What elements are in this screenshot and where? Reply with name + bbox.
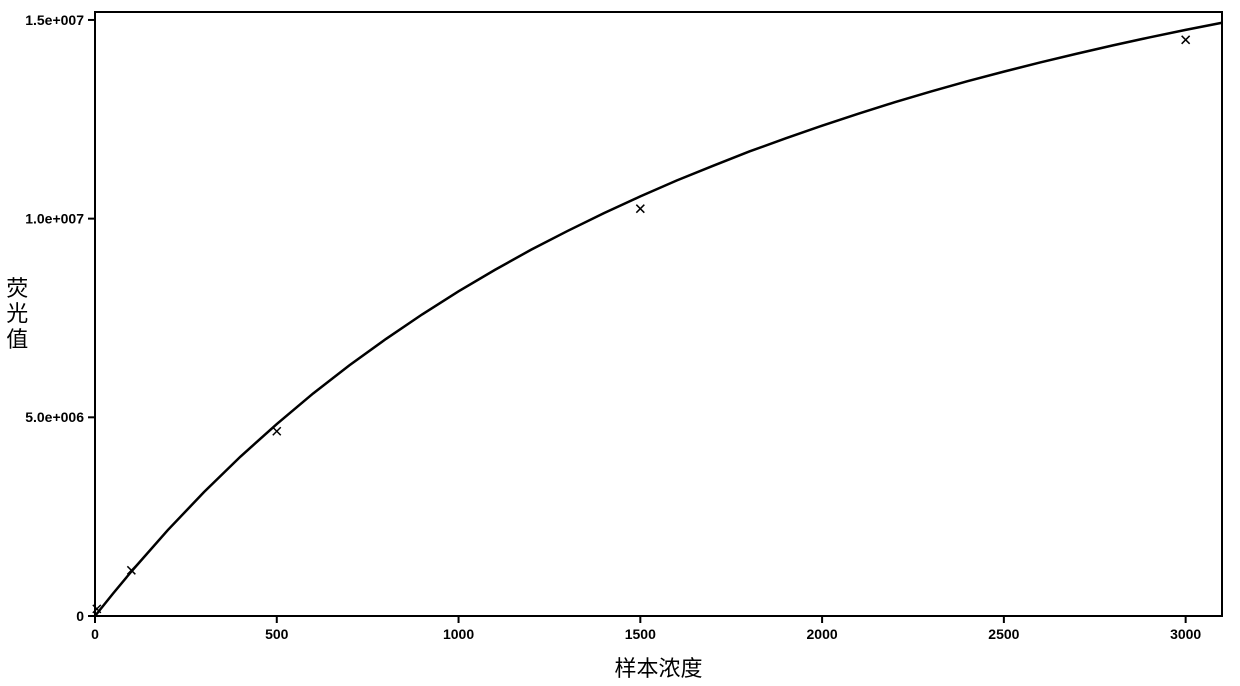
y-tick-label: 1.5e+007 bbox=[25, 12, 84, 28]
plot-frame bbox=[95, 12, 1222, 616]
y-axis-label: 荧光值 bbox=[4, 276, 30, 352]
x-axis-label: 样本浓度 bbox=[95, 651, 1222, 683]
x-tick-label: 2500 bbox=[988, 626, 1019, 642]
data-marker bbox=[273, 427, 281, 435]
x-tick-label: 3000 bbox=[1170, 626, 1201, 642]
y-tick-label: 5.0e+006 bbox=[25, 409, 84, 425]
x-tick-label: 500 bbox=[265, 626, 289, 642]
x-tick-label: 2000 bbox=[807, 626, 838, 642]
data-marker bbox=[636, 205, 644, 213]
y-tick-label: 1.0e+007 bbox=[25, 211, 84, 227]
y-tick-label: 0 bbox=[76, 608, 84, 624]
chart-svg: 0 500 1000 1500 2000 2500 3000 0 5.0e+006 1.0e+00… bbox=[0, 0, 1240, 686]
data-marker bbox=[1182, 36, 1190, 44]
chart-container: 0 500 1000 1500 2000 2500 3000 0 5.0e+006 1.0e+00… bbox=[0, 0, 1240, 686]
x-tick-label: 0 bbox=[91, 626, 99, 642]
x-tick-label: 1000 bbox=[443, 626, 474, 642]
x-tick-label: 1500 bbox=[625, 626, 656, 642]
fit-curve bbox=[95, 23, 1222, 616]
